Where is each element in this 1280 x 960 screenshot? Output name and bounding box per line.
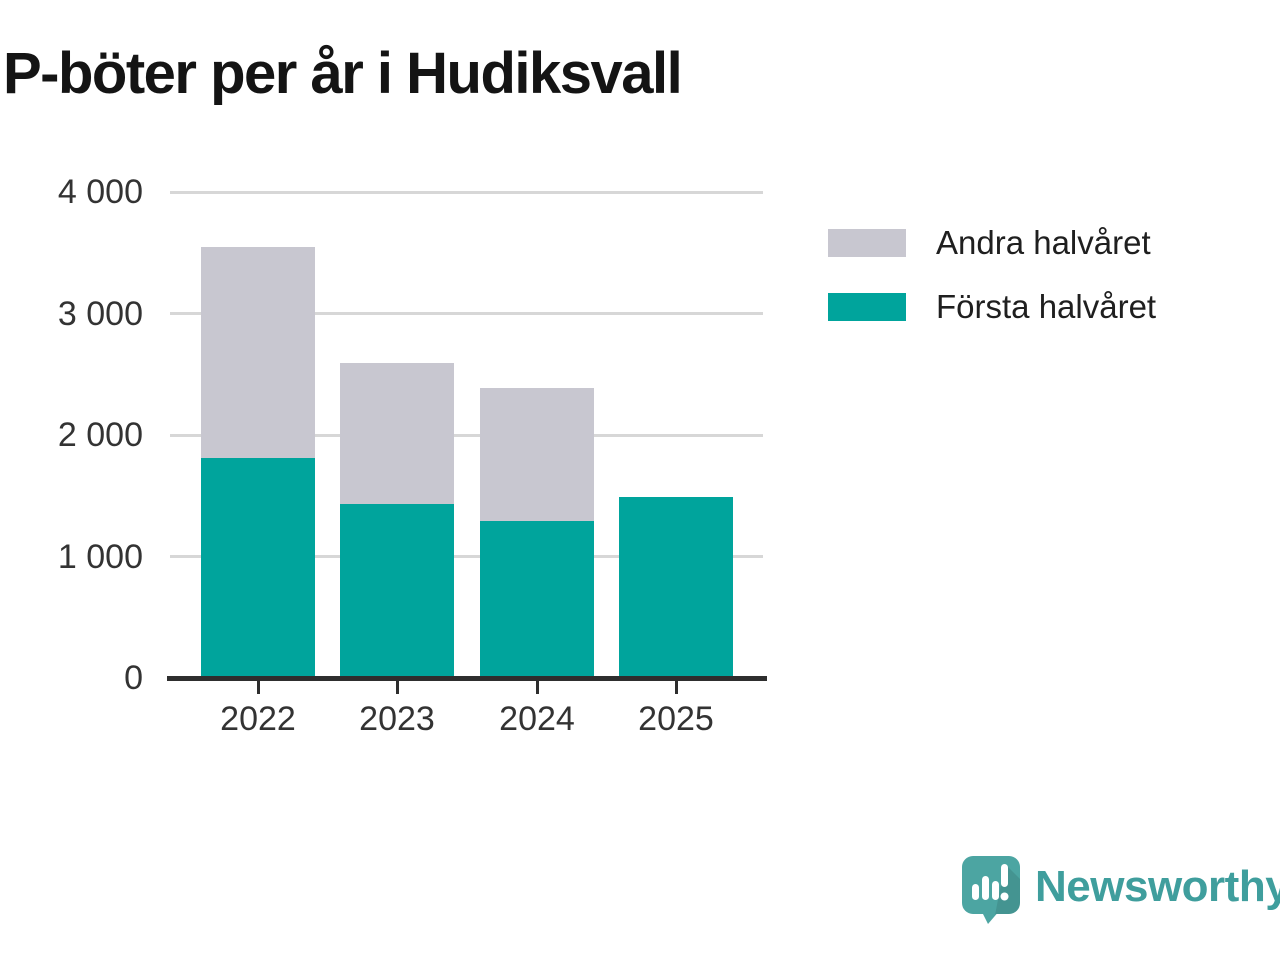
bar-segment-2025-första xyxy=(619,496,733,678)
y-axis-label-0: 0 xyxy=(124,659,143,697)
x-axis-label-2025: 2025 xyxy=(638,700,714,738)
x-axis-tick-2022 xyxy=(256,681,260,694)
x-axis-label-2022: 2022 xyxy=(220,700,296,738)
gridline-2000 xyxy=(170,433,763,437)
newsworthy-logo-text: Newsworthy xyxy=(1035,862,1280,911)
gridline-1000 xyxy=(170,555,763,558)
y-axis-label-3000: 3 000 xyxy=(57,294,143,333)
bar-segment-2022-första xyxy=(201,458,315,678)
legend-label-forsta-halvaret: Första halvåret xyxy=(936,288,1157,325)
x-axis-tick-2024 xyxy=(535,681,539,694)
x-axis-tick-2023 xyxy=(395,681,399,694)
gridline-3000 xyxy=(170,312,763,315)
legend-swatch-andra-halvaret xyxy=(828,229,906,257)
legend: Andra halvåret Första halvåret xyxy=(828,224,1156,352)
y-axis-label-2000: 2 000 xyxy=(57,416,143,454)
bar-segment-2022-andra xyxy=(201,246,315,459)
newsworthy-logo: Newsworthy xyxy=(961,855,1280,925)
gridline-4000 xyxy=(170,190,763,194)
legend-item-andra-halvaret: Andra halvåret xyxy=(828,224,1156,262)
legend-label-andra-halvaret: Andra halvåret xyxy=(936,224,1151,261)
y-axis-label-4000: 4 000 xyxy=(57,173,143,211)
newsworthy-logo-icon xyxy=(962,856,1020,924)
bar-segment-2024-första xyxy=(480,521,594,678)
bar-segment-2024-andra xyxy=(480,387,594,522)
x-axis-baseline xyxy=(167,676,767,681)
bar-segment-2023-andra xyxy=(340,363,454,505)
x-axis-tick-2025 xyxy=(674,681,678,694)
legend-swatch-forsta-halvaret xyxy=(828,293,906,321)
bar-segment-2023-första xyxy=(340,504,454,678)
y-axis-label-1000: 1 000 xyxy=(57,537,143,576)
legend-item-forsta-halvaret: Första halvåret xyxy=(828,288,1156,326)
x-axis-label-2023: 2023 xyxy=(359,700,435,738)
chart-title: P-böter per år i Hudiksvall xyxy=(3,41,683,106)
x-axis-label-2024: 2024 xyxy=(499,700,575,738)
